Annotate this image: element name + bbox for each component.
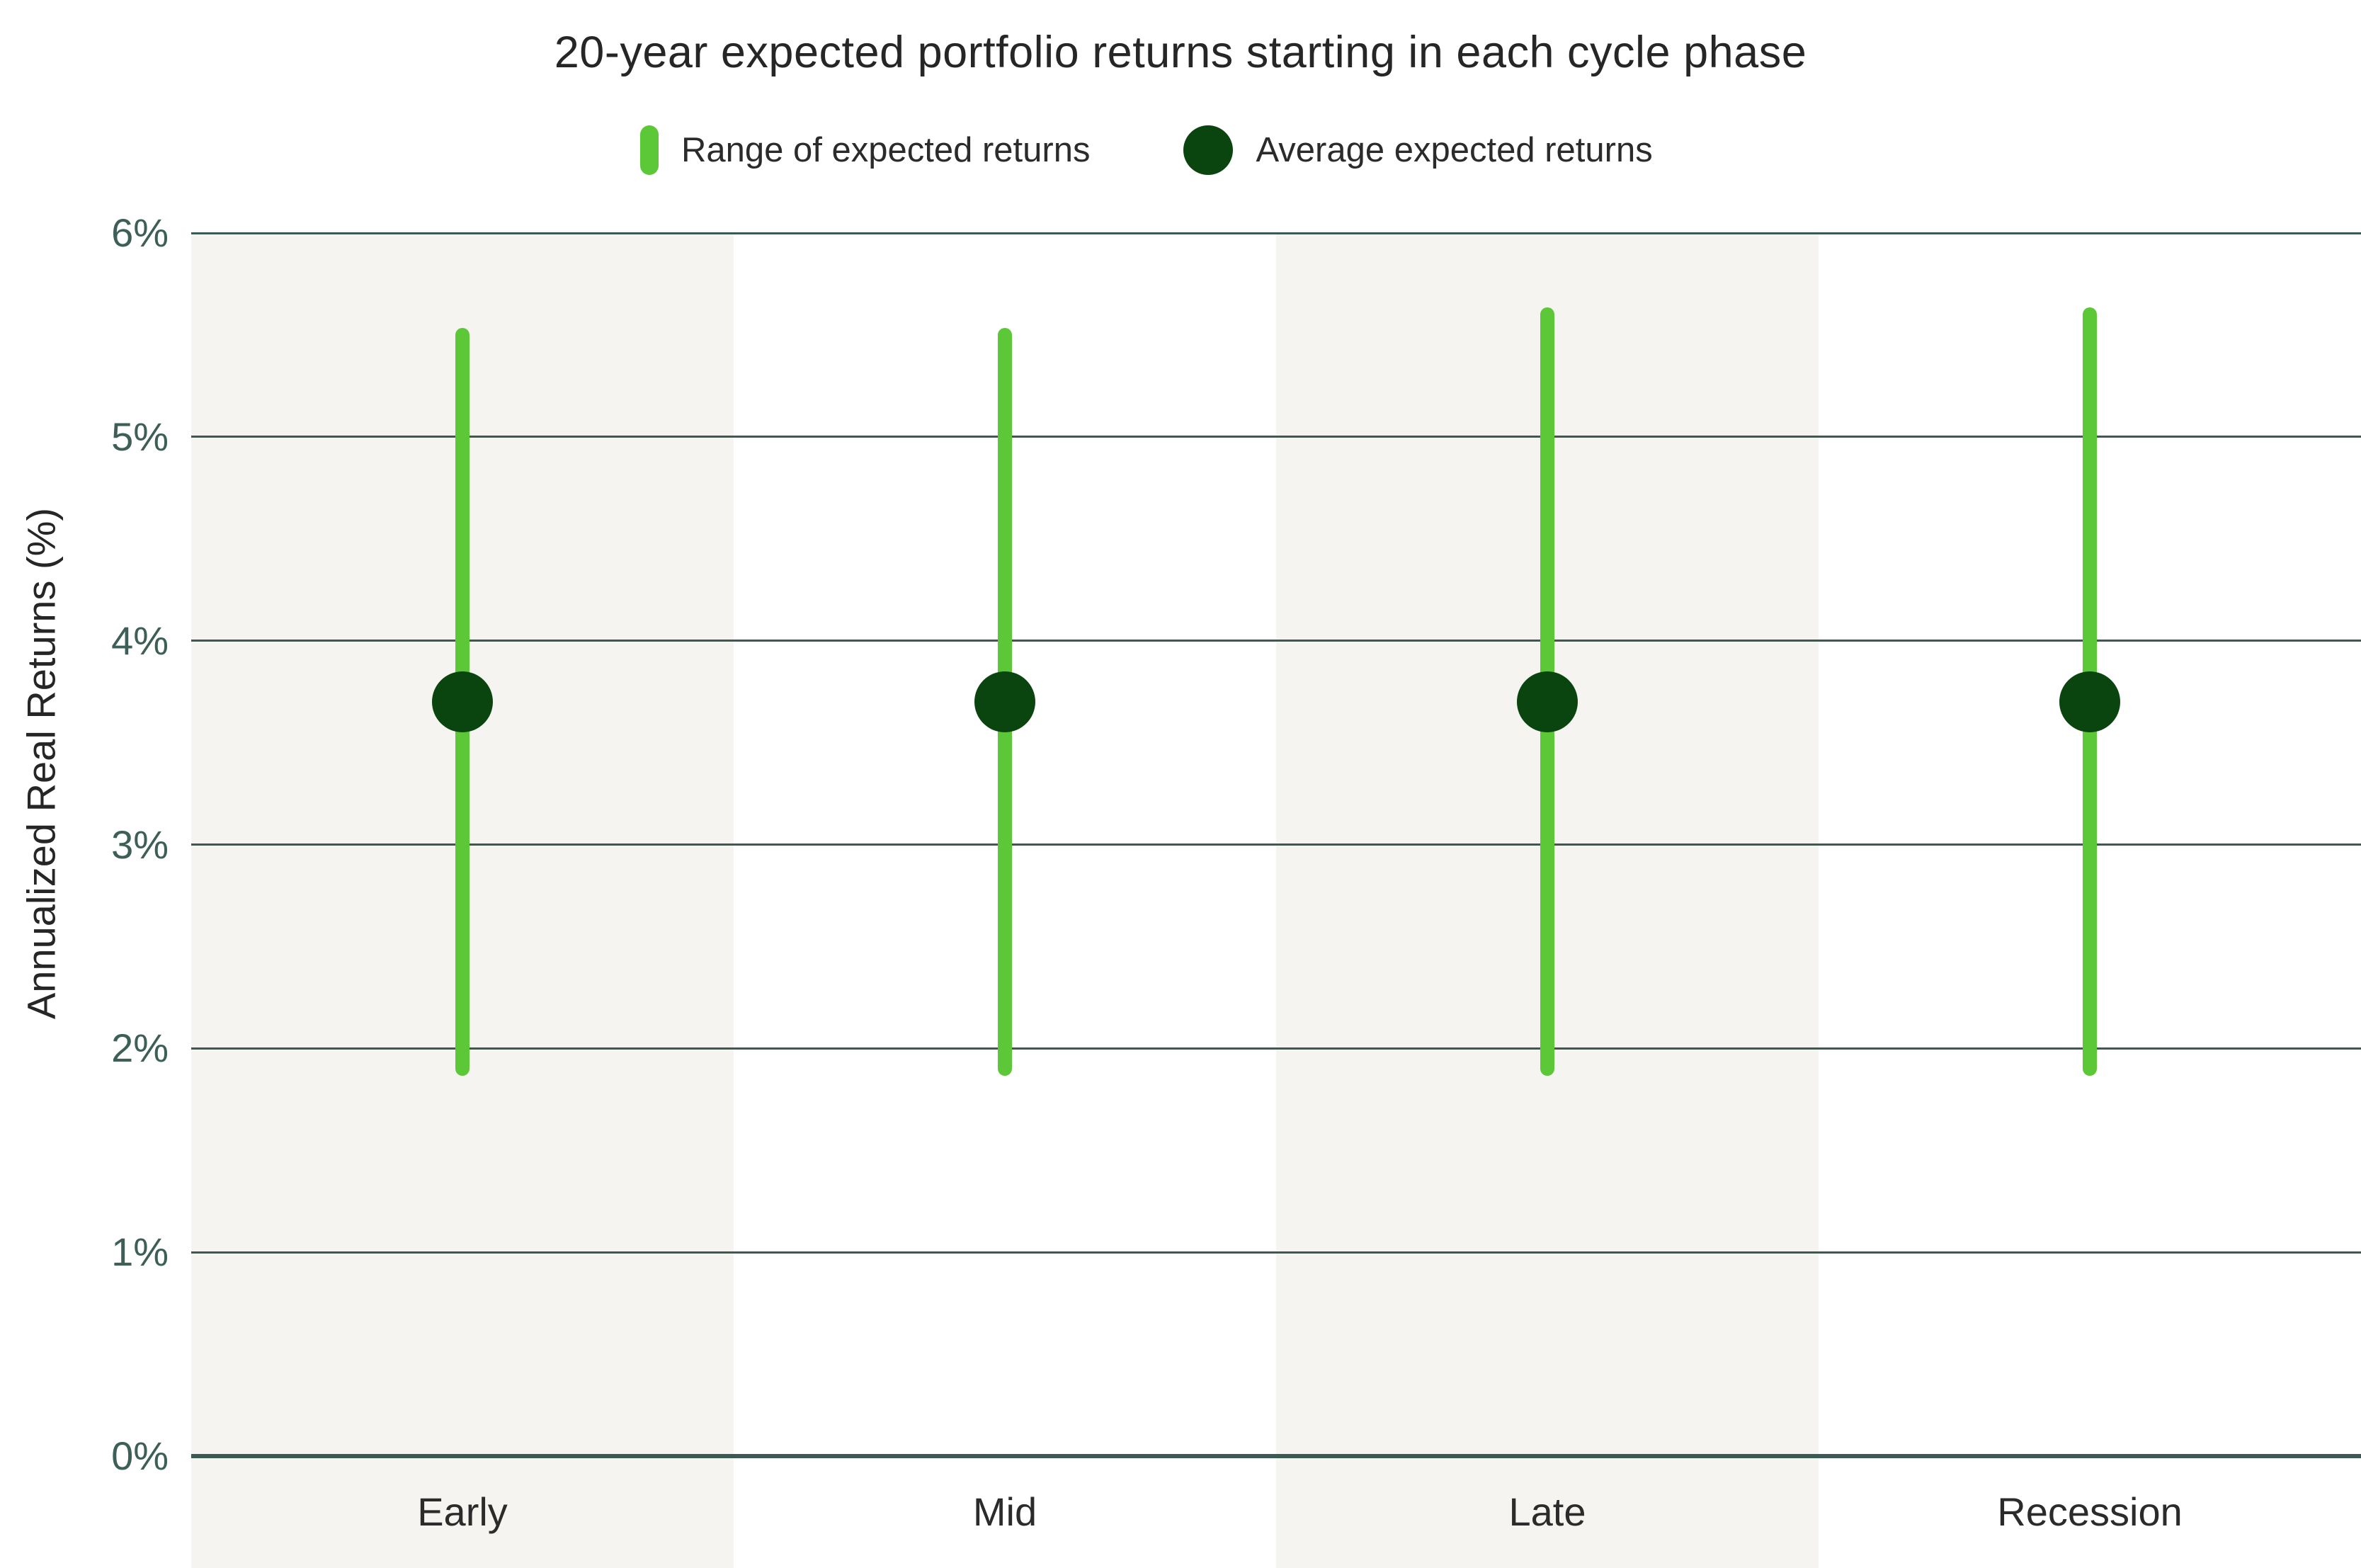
x-category-label: Early [417, 1489, 508, 1534]
legend-range-label: Range of expected returns [681, 131, 1091, 169]
average-dot [2059, 671, 2120, 733]
average-dot [974, 671, 1035, 733]
y-tick-label: 2% [111, 1026, 169, 1071]
y-tick-label: 1% [111, 1229, 169, 1275]
y-tick-label: 0% [111, 1433, 169, 1478]
gridline [191, 1251, 2361, 1254]
legend-average-label: Average expected returns [1256, 131, 1653, 169]
gridline [191, 232, 2361, 234]
range-swatch-icon [640, 125, 659, 175]
legend: Range of expected returns Average expect… [640, 123, 1653, 177]
gridline [191, 843, 2361, 846]
average-dot [432, 671, 493, 733]
average-dot [1517, 671, 1578, 733]
average-swatch-icon [1183, 125, 1234, 175]
x-category-label: Mid [972, 1489, 1037, 1534]
gridline [191, 640, 2361, 642]
y-tick-label: 6% [111, 210, 169, 255]
y-tick-label: 5% [111, 414, 169, 459]
chart-title: 20-year expected portfolio returns start… [554, 28, 1807, 77]
x-category-label: Recession [1997, 1489, 2183, 1534]
x-category-label: Late [1508, 1489, 1586, 1534]
y-tick-label: 4% [111, 618, 169, 663]
y-tick-label: 3% [111, 822, 169, 867]
gridline [191, 436, 2361, 438]
x-axis-baseline [191, 1454, 2361, 1458]
gridline [191, 1047, 2361, 1050]
